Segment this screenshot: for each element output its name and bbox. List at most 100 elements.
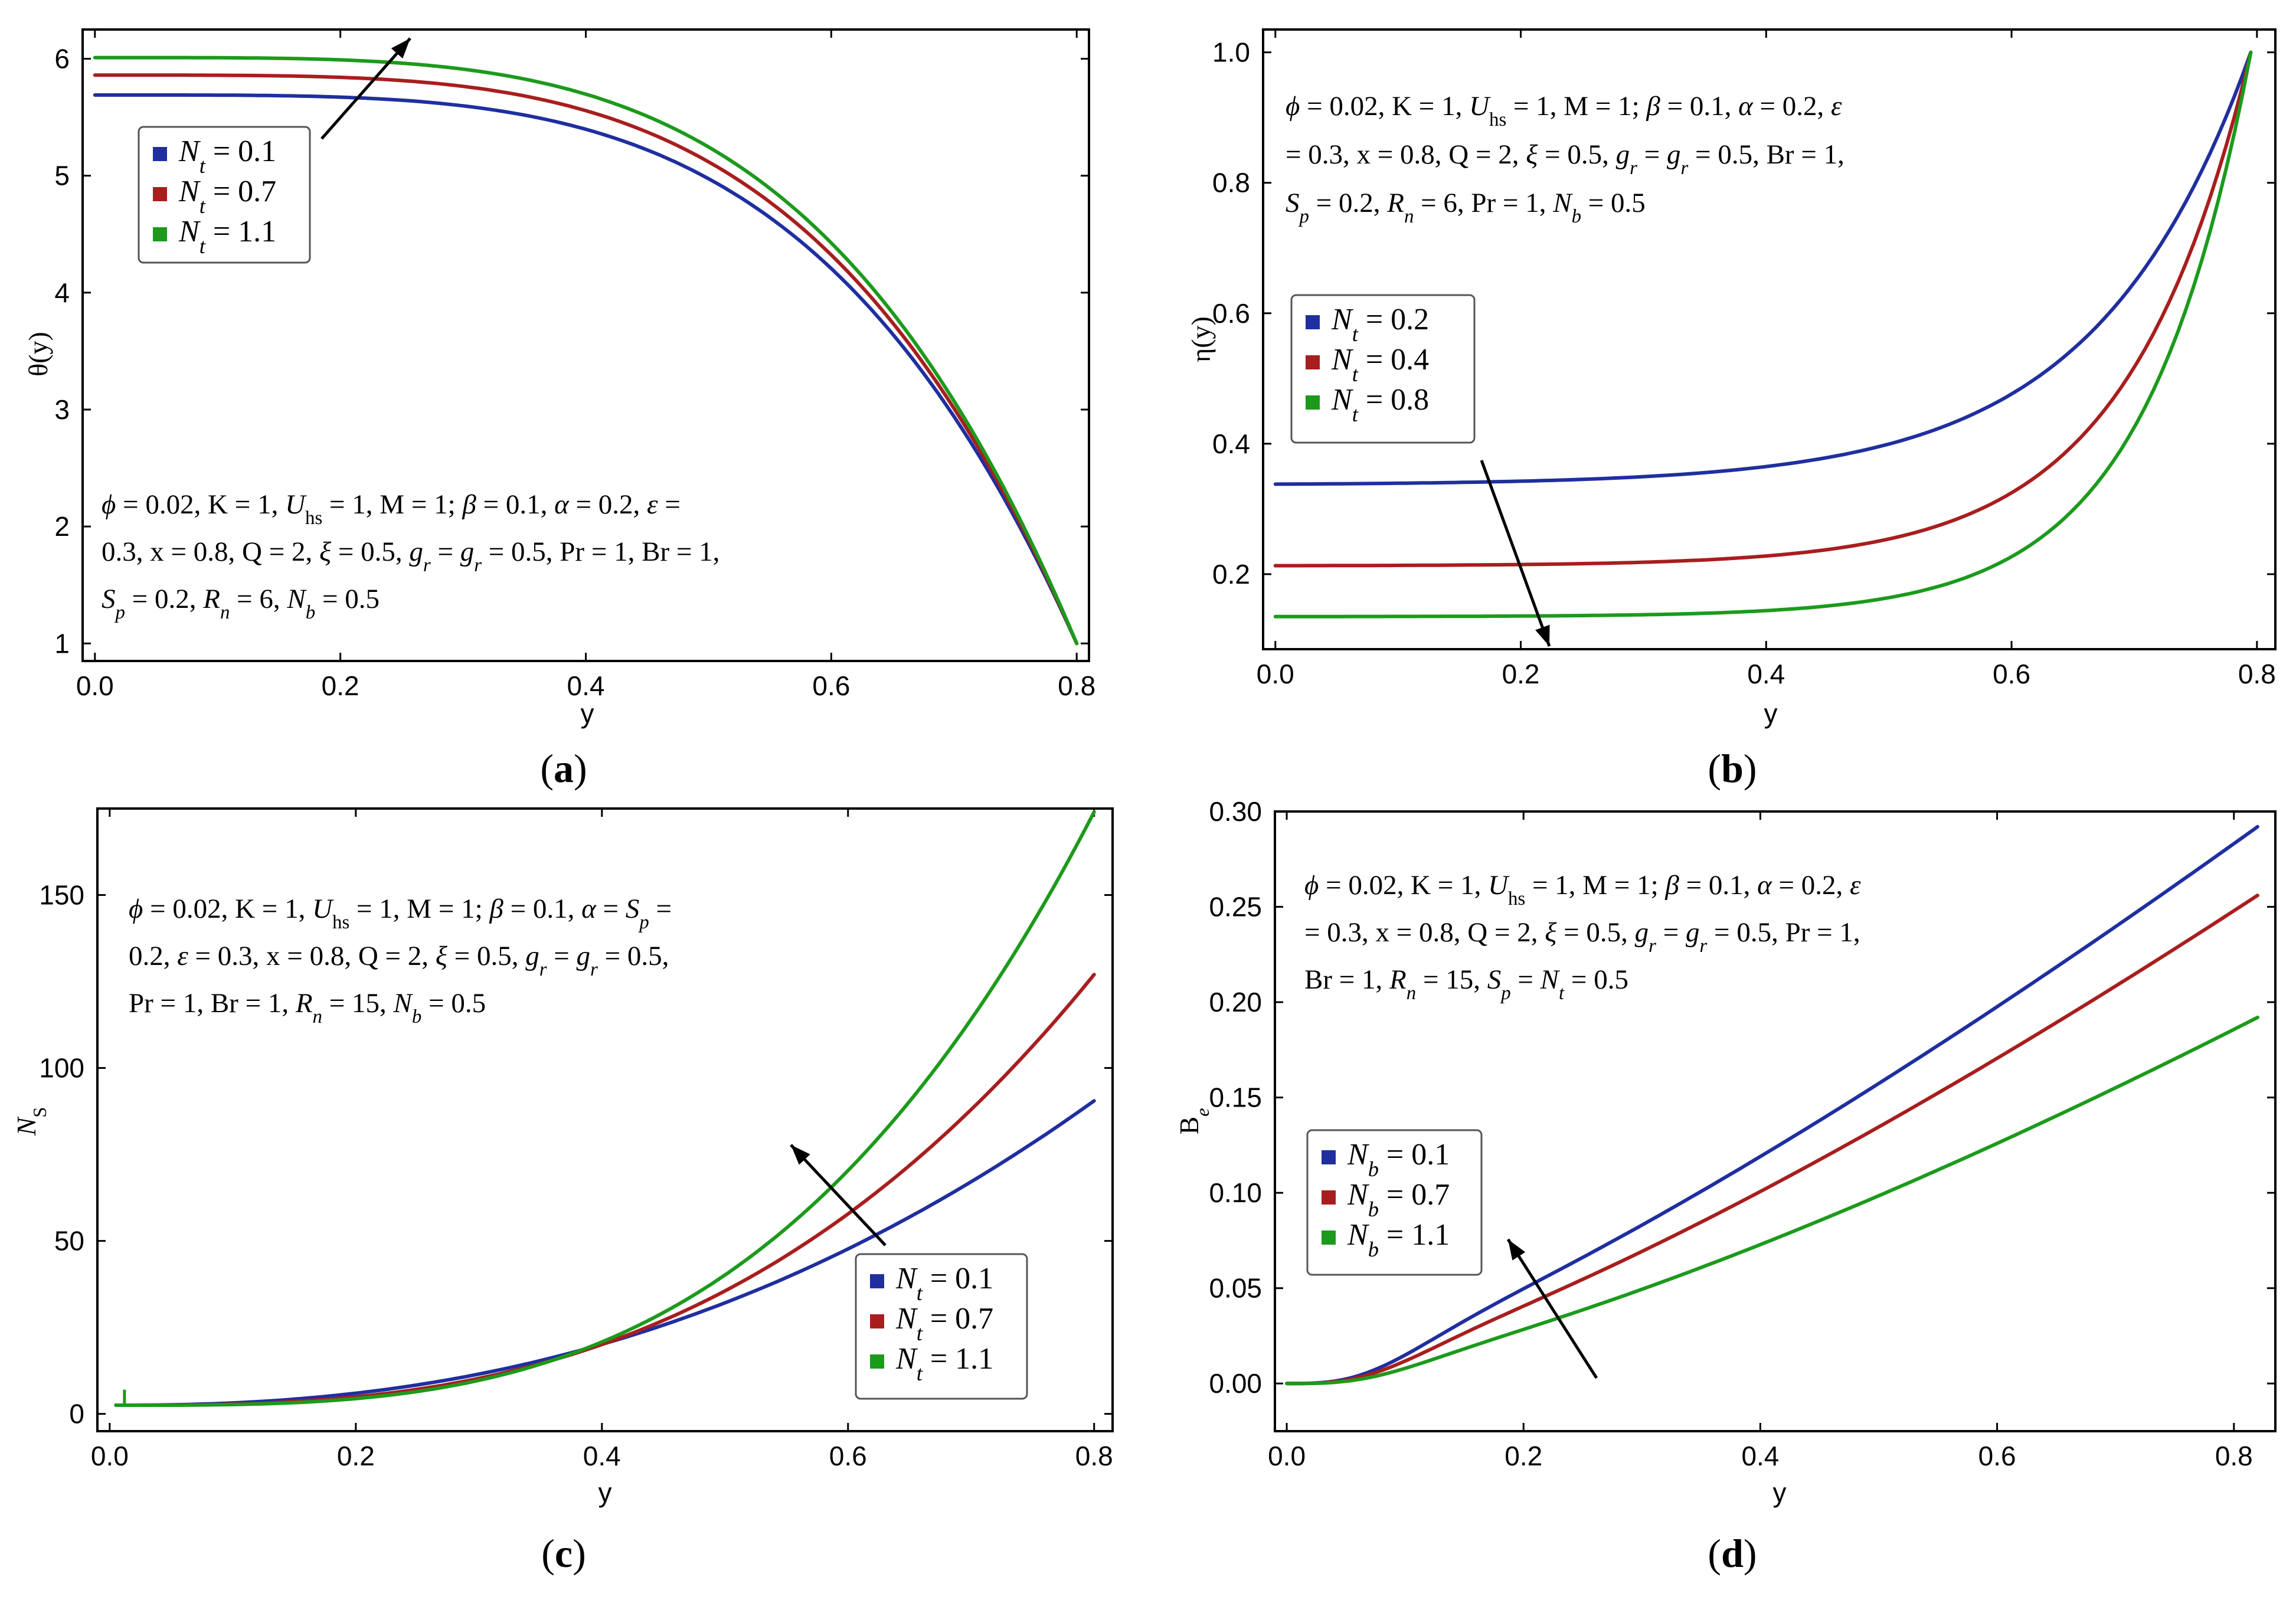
x-tick-label: 0.8: [2215, 1441, 2253, 1471]
trend-arrow-head: [1508, 1239, 1526, 1261]
legend-entry: Nt = 1.1: [178, 215, 276, 258]
x-tick-label: 0.4: [567, 670, 605, 701]
y-axis-title-group: NS: [11, 1107, 50, 1137]
trend-arrow-head: [791, 1145, 810, 1165]
y-axis-title: θ(y): [23, 332, 53, 377]
x-tick-label: 0.4: [1741, 1441, 1779, 1471]
x-tick-label: 0.6: [1993, 659, 2030, 689]
x-tick-label: 0.0: [91, 1441, 129, 1471]
y-tick-label: 150: [39, 880, 84, 911]
parameter-text-line: ϕ = 0.02, K = 1, Uhs = 1, M = 1; β = 0.1…: [102, 489, 681, 529]
series-line-red: [93, 73, 1079, 646]
chart-panel-a: 0.0 0.2 0.4 0.6 0.8 1 2 3 4 5 6 y θ(y) ϕ = 0.02, K = …: [23, 28, 1095, 791]
legend-entry: Nt = 0.4: [1331, 343, 1429, 386]
series-line-green: [1285, 1015, 2259, 1386]
y-tick-label: 5: [54, 161, 70, 191]
x-axis-title: y: [598, 1477, 612, 1508]
parameter-text-line: ϕ = 0.02, K = 1, Uhs = 1, M = 1; β = 0.1…: [129, 894, 672, 933]
series-line-green: [1273, 50, 2253, 618]
parameter-text-line: Sp = 0.2, Rn = 6, Pr = 1, Nb = 0.5: [1286, 188, 1646, 227]
x-tick-label: 0.2: [1502, 659, 1540, 689]
x-tick-label: 0.2: [322, 670, 359, 701]
y-tick-label: 0.20: [1209, 987, 1262, 1017]
legend-entry: Nt = 0.7: [895, 1302, 993, 1345]
x-tick-label: 0.4: [1747, 659, 1785, 689]
legend-entry: Nt = 0.1: [895, 1262, 993, 1305]
chart-panel-b: 0.0 0.2 0.4 0.6 0.8 0.2 0.4 0.6 0.8 1.0 y η(y) ϕ = 0…: [1186, 28, 2277, 791]
y-tick-label: 1: [54, 628, 70, 659]
y-tick-label: 0.10: [1209, 1177, 1262, 1208]
series-line-blue: [1273, 50, 2253, 486]
y-axis-title-group: η(y): [1186, 316, 1216, 362]
trend-arrow-head: [1535, 624, 1550, 646]
parameter-text-line: 0.3, x = 0.8, Q = 2, ξ = 0.5, gr = gr = …: [102, 536, 719, 576]
y-tick-label: 100: [39, 1053, 84, 1084]
legend-swatch-blue: [1306, 315, 1320, 329]
series-line-red: [1273, 50, 2253, 568]
y-tick-label: 0.30: [1209, 796, 1262, 827]
legend-box: [1306, 1129, 1483, 1276]
legend-swatch-red: [153, 187, 167, 201]
x-tick-label: 0.2: [337, 1441, 375, 1471]
panel-label: (a): [540, 746, 587, 791]
plot-frame: [1262, 28, 2277, 650]
legend-entry: Nt = 0.7: [178, 175, 276, 218]
parameter-text-line: Sp = 0.2, Rn = 6, Nb = 0.5: [102, 584, 380, 623]
y-tick-label: 0.25: [1209, 892, 1262, 922]
trend-arrow-head: [391, 38, 410, 59]
y-tick-label: 1.0: [1212, 37, 1250, 68]
legend-entry: Nt = 1.1: [895, 1342, 993, 1385]
parameter-text-line: ϕ = 0.02, K = 1, Uhs = 1, M = 1; β = 0.1…: [1304, 870, 1861, 909]
y-tick-label: 50: [54, 1226, 84, 1256]
legend-entry: Nb = 1.1: [1347, 1218, 1450, 1261]
y-tick-label: 6: [54, 44, 70, 74]
y-tick-label: 0.15: [1209, 1082, 1262, 1113]
y-axis-title-group: θ(y): [23, 332, 53, 377]
panel-label: (c): [541, 1531, 586, 1576]
y-axis-title: Be: [1174, 1108, 1213, 1135]
legend-swatch-red: [870, 1314, 884, 1328]
legend-entry: Nb = 0.7: [1347, 1178, 1450, 1221]
y-tick-label: 0: [69, 1399, 84, 1429]
legend-swatch-green: [153, 227, 167, 241]
legend-box: [1290, 294, 1476, 444]
x-tick-label: 0.8: [1058, 670, 1095, 701]
legend-entry: Nb = 0.1: [1347, 1138, 1450, 1181]
y-axis-title: η(y): [1186, 316, 1216, 362]
x-axis-title: y: [581, 698, 594, 729]
parameter-text-line: Pr = 1, Br = 1, Rn = 15, Nb = 0.5: [129, 988, 486, 1027]
legend-swatch-blue: [1322, 1150, 1336, 1164]
series-line-blue: [93, 93, 1079, 646]
legend-entry: Nt = 0.2: [1331, 303, 1429, 346]
parameter-text-line: = 0.3, x = 0.8, Q = 2, ξ = 0.5, gr = gr …: [1286, 139, 1844, 179]
y-tick-label: 0.00: [1209, 1368, 1262, 1399]
legend-swatch-green: [1322, 1231, 1336, 1245]
trend-arrow: [790, 1144, 887, 1246]
parameter-text-line: = 0.3, x = 0.8, Q = 2, ξ = 0.5, gr = gr …: [1304, 917, 1860, 957]
chart-panel-c: 0.0 0.2 0.4 0.6 0.8 0 50 100 150 y NS ϕ = 0.02, K =…: [11, 807, 1114, 1576]
legend-entry: Nt = 0.8: [1331, 383, 1429, 426]
y-axis-title: NS: [11, 1107, 50, 1137]
series-line-red: [1285, 894, 2259, 1386]
y-tick-label: 0.6: [1212, 298, 1250, 329]
parameter-text-line: ϕ = 0.02, K = 1, Uhs = 1, M = 1; β = 0.1…: [1286, 91, 1842, 130]
x-tick-label: 0.0: [1257, 659, 1294, 689]
panel-label: (b): [1708, 746, 1757, 791]
x-tick-label: 0.0: [1268, 1441, 1306, 1471]
x-tick-label: 0.6: [829, 1441, 867, 1471]
x-tick-label: 0.4: [583, 1441, 621, 1471]
x-axis-title: y: [1764, 698, 1778, 729]
x-axis-title: y: [1773, 1477, 1787, 1508]
legend-swatch-green: [1306, 395, 1320, 410]
y-tick-label: 3: [54, 394, 70, 425]
series-line-blue: [1285, 824, 2259, 1386]
x-tick-label: 0.6: [812, 670, 850, 701]
legend-swatch-blue: [153, 147, 167, 161]
parameter-text-line: 0.2, ε = 0.3, x = 0.8, Q = 2, ξ = 0.5, g…: [129, 941, 669, 980]
series-line-green: [93, 55, 1079, 646]
legend-entry: Nt = 0.1: [178, 135, 276, 178]
legend-swatch-green: [870, 1354, 884, 1369]
plot-frame: [96, 807, 1114, 1432]
parameter-text-line: Br = 1, Rn = 15, Sp = Nt = 0.5: [1304, 964, 1628, 1004]
